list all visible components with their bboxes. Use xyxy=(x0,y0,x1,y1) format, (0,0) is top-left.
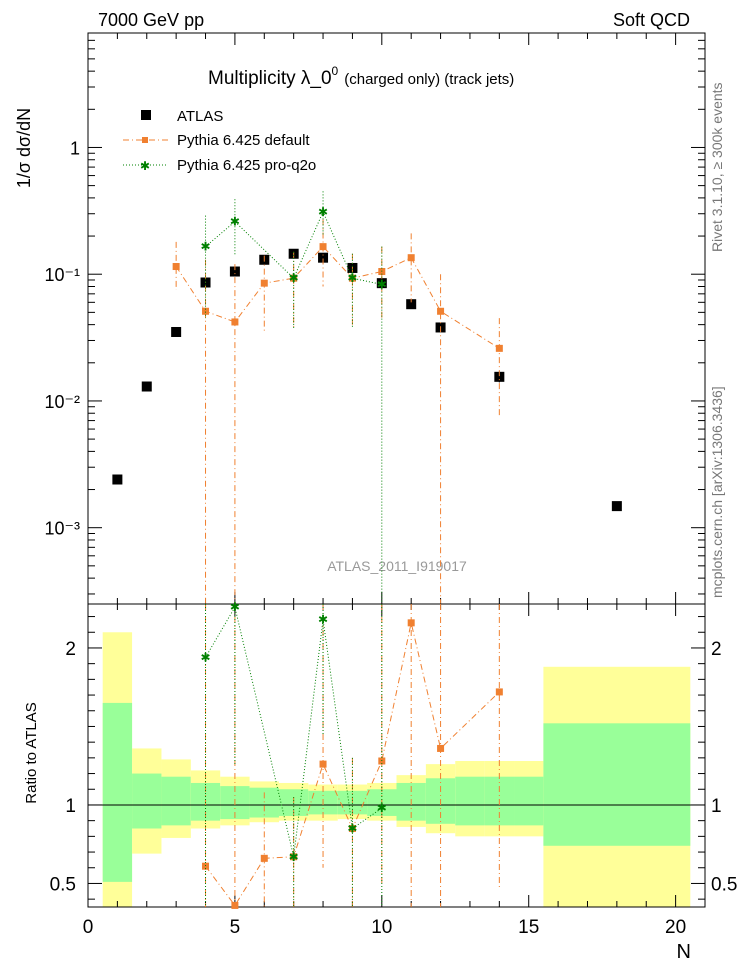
x-tick-label: 20 xyxy=(665,917,686,938)
x-tick-label: 0 xyxy=(83,917,94,938)
ratio-pythia-proq2o-data-point: ✱ xyxy=(377,801,387,815)
atlas-data-point xyxy=(406,299,417,310)
ratio-green-band xyxy=(514,776,544,826)
rivet-side-label: Rivet 3.1.10, ≥ 300k events xyxy=(709,82,725,252)
atlas-data-point xyxy=(141,381,152,392)
ratio-pythia-proq2o-data-point: ✱ xyxy=(230,600,240,614)
main-y-tick-label: 10⁻³ xyxy=(44,519,80,539)
ratio-pythia-default-data-point xyxy=(202,862,210,870)
ratio-y-tick-label: 0.5 xyxy=(50,874,76,895)
ratio-y-tick-label-right: 1 xyxy=(711,796,722,817)
plot-title-main: Multiplicity λ_0 xyxy=(208,68,332,89)
atlas-data-point xyxy=(112,474,123,485)
pythia-proq2o-data-point: ✱ xyxy=(318,205,328,219)
pythia-default-data-point xyxy=(319,243,327,251)
atlas-data-point xyxy=(171,326,182,337)
ratio-pythia-default-data-point xyxy=(231,901,239,909)
main-y-tick-label: 10⁻¹ xyxy=(44,265,80,285)
ratio-pythia-proq2o-data-point: ✱ xyxy=(347,822,357,836)
pythia-default-data-point xyxy=(437,307,445,315)
x-tick-label: 15 xyxy=(518,917,539,938)
ratio-green-band xyxy=(161,776,191,826)
atlas-data-point xyxy=(611,501,622,512)
pythia-default-data-point xyxy=(260,279,268,287)
mcplots-side-label: mcplots.cern.ch [arXiv:1306.3436] xyxy=(709,386,725,598)
header-right-label: Soft QCD xyxy=(613,10,690,30)
pythia-proq2o-data-point: ✱ xyxy=(200,240,210,254)
legend-marker-pythia-default xyxy=(142,137,148,143)
legend: ATLAS Pythia 6.425 default ✱ Pythia 6.42… xyxy=(123,108,316,174)
ratio-pythia-proq2o-data-point: ✱ xyxy=(200,650,210,664)
ratio-pythia-default-data-point xyxy=(495,688,503,696)
ratio-y-tick-label-right: 2 xyxy=(711,639,722,660)
plot-title: Multiplicity λ_00 (charged only) (track j… xyxy=(208,64,514,89)
pythia-proq2o-data-point: ✱ xyxy=(230,215,240,229)
ratio-green-band xyxy=(249,787,279,818)
pythia-proq2o-data-point: ✱ xyxy=(347,271,357,285)
ratio-y-tick-label: 1 xyxy=(65,796,76,817)
ratio-pythia-proq2o-data-point: ✱ xyxy=(318,613,328,627)
header-left-label: 7000 GeV pp xyxy=(98,10,204,30)
main-ylabel: 1/σ dσ/dN xyxy=(14,108,34,188)
main-y-tick-label: 1 xyxy=(70,138,80,158)
main-plot-area: 10⁻³ 10⁻² 10⁻¹ 1 ✱ ✱ ✱ ✱ ✱ ✱ xyxy=(44,32,706,605)
ratio-pythia-default-data-point xyxy=(319,760,327,768)
ratio-y-tick-label-right: 0.5 xyxy=(711,874,737,895)
legend-label-pythia-proq2o: Pythia 6.425 pro-q2o xyxy=(177,157,316,174)
ratio-pythia-default-data-point xyxy=(407,619,415,627)
ratio-pythia-default-data-point xyxy=(260,854,268,862)
pythia-default-data-point xyxy=(172,263,180,271)
ratio-pythia-proq2o-data-point: ✱ xyxy=(289,850,299,864)
legend-marker-atlas xyxy=(141,110,151,120)
pythia-default-line xyxy=(175,245,500,349)
ratio-pythia-default-data-point xyxy=(437,744,445,752)
ratio-plot-area: 0 5 10 15 20 0.5 0.5 1 1 2 2 ✱ ✱ ✱ ✱ ✱ ✱ xyxy=(50,600,738,938)
plot-title-sup: 0 xyxy=(332,64,339,78)
legend-label-pythia-default: Pythia 6.425 default xyxy=(177,132,310,149)
ratio-pythia-default-line xyxy=(205,622,500,907)
atlas-data-point xyxy=(318,252,329,263)
ratio-green-band xyxy=(102,702,133,882)
pythia-default-data-point xyxy=(202,307,210,315)
pythia-default-data-point xyxy=(407,254,415,262)
ratio-y-tick-label: 2 xyxy=(65,639,76,660)
pythia-proq2o-data-point: ✱ xyxy=(377,277,387,291)
analysis-watermark: ATLAS_2011_I919017 xyxy=(327,558,467,574)
plot-title-sub: (charged only) (track jets) xyxy=(344,71,514,88)
x-tick-label: 10 xyxy=(371,917,392,938)
ratio-pythia-default-data-point xyxy=(290,853,298,861)
ratio-green-band xyxy=(543,723,691,846)
pythia-proq2o-data-point: ✱ xyxy=(289,271,299,285)
legend-marker-pythia-proq2o: ✱ xyxy=(140,159,150,173)
ratio-pythia-proq2o-line xyxy=(205,605,383,857)
pythia-default-data-point xyxy=(495,344,503,352)
pythia-default-data-point xyxy=(231,318,239,326)
ratio-green-band xyxy=(455,776,485,826)
x-axis-label: N xyxy=(677,941,691,963)
x-tick-label: 5 xyxy=(230,917,241,938)
ratio-ylabel: Ratio to ATLAS xyxy=(23,702,40,803)
main-y-tick-label: 10⁻² xyxy=(44,392,80,412)
ratio-green-band xyxy=(132,773,162,829)
atlas-data-point xyxy=(229,266,240,277)
ratio-pythia-default-data-point xyxy=(348,825,356,833)
ratio-frame xyxy=(87,603,706,908)
pythia-proq2o-line xyxy=(205,210,382,285)
legend-label-atlas: ATLAS xyxy=(177,108,223,125)
atlas-data-point xyxy=(494,371,505,382)
